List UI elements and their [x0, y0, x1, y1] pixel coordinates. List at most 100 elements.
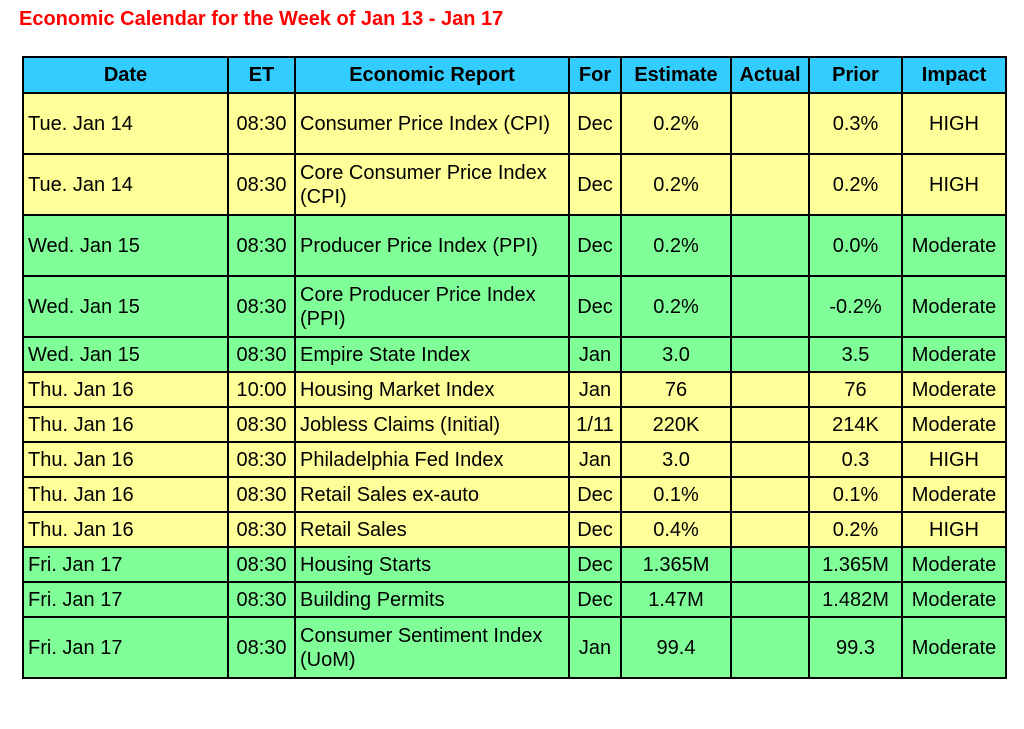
- cell-report: Retail Sales: [294, 511, 570, 548]
- cell-impact: HIGH: [901, 511, 1007, 548]
- cell-date: Thu. Jan 16: [22, 371, 229, 408]
- table-row: Thu. Jan 16 10:00 Housing Market Index Jan 7…: [22, 371, 1007, 408]
- cell-actual: [730, 476, 810, 513]
- cell-estimate: 0.2%: [620, 92, 732, 155]
- cell-for: Dec: [568, 275, 622, 338]
- cell-date: Tue. Jan 14: [22, 92, 229, 155]
- cell-for: Jan: [568, 336, 622, 373]
- cell-report: Retail Sales ex-auto: [294, 476, 570, 513]
- cell-impact: Moderate: [901, 275, 1007, 338]
- cell-prior: 214K: [808, 406, 903, 443]
- table-row: Fri. Jan 17 08:30 Housing Starts Dec 1.365M 1…: [22, 546, 1007, 583]
- cell-impact: Moderate: [901, 214, 1007, 277]
- table-row: Fri. Jan 17 08:30 Building Permits Dec 1.47M…: [22, 581, 1007, 618]
- cell-impact: Moderate: [901, 336, 1007, 373]
- cell-impact: Moderate: [901, 476, 1007, 513]
- cell-prior: 99.3: [808, 616, 903, 679]
- cell-report: Jobless Claims (Initial): [294, 406, 570, 443]
- cell-for: Jan: [568, 616, 622, 679]
- cell-actual: [730, 214, 810, 277]
- cell-et: 08:30: [227, 153, 296, 216]
- cell-actual: [730, 275, 810, 338]
- cell-date: Fri. Jan 17: [22, 581, 229, 618]
- cell-for: Dec: [568, 476, 622, 513]
- cell-estimate: 220K: [620, 406, 732, 443]
- cell-date: Wed. Jan 15: [22, 336, 229, 373]
- cell-report: Producer Price Index (PPI): [294, 214, 570, 277]
- cell-actual: [730, 616, 810, 679]
- cell-prior: 0.3: [808, 441, 903, 478]
- cell-for: Dec: [568, 92, 622, 155]
- cell-actual: [730, 546, 810, 583]
- cell-for: 1/11: [568, 406, 622, 443]
- cell-actual: [730, 92, 810, 155]
- cell-for: Dec: [568, 546, 622, 583]
- cell-estimate: 1.365M: [620, 546, 732, 583]
- cell-report: Consumer Price Index (CPI): [294, 92, 570, 155]
- cell-actual: [730, 336, 810, 373]
- column-header-impact: Impact: [901, 56, 1007, 94]
- cell-date: Tue. Jan 14: [22, 153, 229, 216]
- cell-report: Housing Market Index: [294, 371, 570, 408]
- cell-et: 08:30: [227, 336, 296, 373]
- cell-prior: 0.2%: [808, 511, 903, 548]
- header-row: Date ET Economic Report For Estimate Act…: [22, 56, 1007, 94]
- cell-report: Core Producer Price Index (PPI): [294, 275, 570, 338]
- cell-report: Core Consumer Price Index (CPI): [294, 153, 570, 216]
- cell-actual: [730, 406, 810, 443]
- column-header-actual: Actual: [730, 56, 810, 94]
- table-row: Fri. Jan 17 08:30 Consumer Sentiment Index…: [22, 616, 1007, 679]
- cell-impact: HIGH: [901, 441, 1007, 478]
- cell-prior: -0.2%: [808, 275, 903, 338]
- cell-prior: 0.0%: [808, 214, 903, 277]
- cell-prior: 0.3%: [808, 92, 903, 155]
- table-row: Wed. Jan 15 08:30 Empire State Index Jan 3.0…: [22, 336, 1007, 373]
- cell-estimate: 0.1%: [620, 476, 732, 513]
- cell-for: Dec: [568, 511, 622, 548]
- cell-prior: 0.2%: [808, 153, 903, 216]
- cell-et: 08:30: [227, 616, 296, 679]
- cell-impact: Moderate: [901, 546, 1007, 583]
- cell-et: 08:30: [227, 546, 296, 583]
- cell-impact: Moderate: [901, 406, 1007, 443]
- cell-impact: HIGH: [901, 92, 1007, 155]
- cell-estimate: 0.4%: [620, 511, 732, 548]
- cell-estimate: 0.2%: [620, 275, 732, 338]
- cell-for: Jan: [568, 441, 622, 478]
- cell-prior: 3.5: [808, 336, 903, 373]
- cell-et: 08:30: [227, 406, 296, 443]
- cell-report: Consumer Sentiment Index (UoM): [294, 616, 570, 679]
- cell-et: 08:30: [227, 476, 296, 513]
- page-title: Economic Calendar for the Week of Jan 13…: [19, 8, 504, 30]
- cell-report: Building Permits: [294, 581, 570, 618]
- cell-report: Philadelphia Fed Index: [294, 441, 570, 478]
- cell-date: Fri. Jan 17: [22, 616, 229, 679]
- column-header-date: Date: [22, 56, 229, 94]
- cell-actual: [730, 581, 810, 618]
- cell-impact: Moderate: [901, 371, 1007, 408]
- cell-et: 08:30: [227, 214, 296, 277]
- cell-date: Thu. Jan 16: [22, 441, 229, 478]
- cell-prior: 1.365M: [808, 546, 903, 583]
- cell-actual: [730, 153, 810, 216]
- cell-et: 08:30: [227, 275, 296, 338]
- cell-impact: HIGH: [901, 153, 1007, 216]
- cell-date: Wed. Jan 15: [22, 214, 229, 277]
- table-row: Thu. Jan 16 08:30 Retail Sales ex-auto Dec 0…: [22, 476, 1007, 513]
- cell-for: Dec: [568, 153, 622, 216]
- table-row: Wed. Jan 15 08:30 Core Producer Price Inde…: [22, 275, 1007, 338]
- cell-estimate: 0.2%: [620, 214, 732, 277]
- cell-date: Fri. Jan 17: [22, 546, 229, 583]
- cell-date: Thu. Jan 16: [22, 511, 229, 548]
- table-row: Tue. Jan 14 08:30 Core Consumer Price Inde…: [22, 153, 1007, 216]
- table-row: Thu. Jan 16 08:30 Retail Sales Dec 0.4% 0.2% H…: [22, 511, 1007, 548]
- table-row: Tue. Jan 14 08:30 Consumer Price Index (CP…: [22, 92, 1007, 155]
- cell-estimate: 76: [620, 371, 732, 408]
- cell-estimate: 99.4: [620, 616, 732, 679]
- cell-et: 08:30: [227, 441, 296, 478]
- table-row: Thu. Jan 16 08:30 Philadelphia Fed Index Ja…: [22, 441, 1007, 478]
- cell-estimate: 3.0: [620, 441, 732, 478]
- cell-et: 08:30: [227, 92, 296, 155]
- table-row: Thu. Jan 16 08:30 Jobless Claims (Initial)…: [22, 406, 1007, 443]
- cell-et: 08:30: [227, 581, 296, 618]
